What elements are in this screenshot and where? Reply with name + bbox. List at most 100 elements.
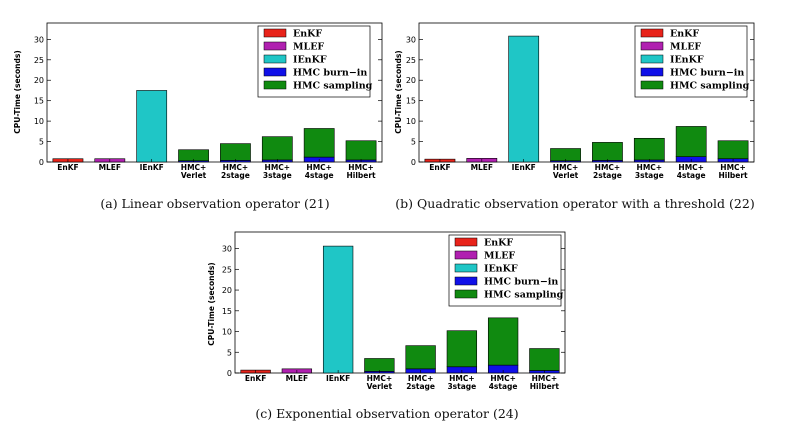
x-tick-label: HMC+ 4stage [677,163,706,180]
legend-swatch [454,250,478,260]
x-tick-label: HMC+ 3stage [263,163,292,180]
y-tick-label: 10 [34,117,44,126]
x-tick-label: EnKF [57,163,78,172]
panel-caption: (c) Exponential observation operator (24… [255,406,518,421]
bar-hmc-sampling-hmc2stage [592,142,623,161]
bar-hmc-sampling-hmc3stage [261,136,293,161]
x-tick-label: HMC+ Hilbert [530,374,560,391]
bar-hmc-sampling-hmchilbert [529,348,560,371]
x-tick-label-line: IEnKF [512,163,536,172]
y-tick-label: 10 [406,117,416,126]
x-tick-label: MLEF [286,374,309,383]
bar-ienkf-ienkf [136,90,168,163]
legend-label: EnKF [484,238,513,249]
x-tick-label-line: HMC+ [490,374,516,383]
x-tick-label-line: HMC+ [181,163,207,172]
legend-label: IEnKF [670,55,704,66]
x-tick-label-line: IEnKF [140,163,164,172]
y-tick-label: 5 [39,138,44,147]
x-tick-label-line: Verlet [181,171,207,180]
legend-label: HMC sampling [670,81,750,92]
x-tick-label: HMC+ Verlet [553,163,579,180]
x-tick-label-line: HMC+ [348,163,374,172]
panel-caption: (b) Quadratic observation operator with … [395,196,754,211]
bar-hmc-sampling-hmc2stage [220,143,251,161]
x-tick-label-line: EnKF [429,163,450,172]
bar-hmc-sampling-hmcverlet [364,358,395,372]
y-axis-label: CPU-Time (seconds) [394,50,403,133]
x-tick-label: MLEF [471,163,494,172]
y-tick-label: 30 [406,35,416,44]
panel-caption: (a) Linear observation operator (21) [100,196,329,211]
x-tick-label: HMC+ Verlet [181,163,207,180]
x-tick-label-line: 3stage [635,171,664,180]
y-axis-label: CPU-Time (seconds) [13,50,22,133]
x-tick-label-line: 2stage [221,171,250,180]
bar-hmc-sampling-hmchilbert [717,140,749,160]
y-tick-label: 20 [222,286,232,295]
x-tick-label: HMC+ 2stage [406,374,435,391]
x-tick-label-line: HMC+ [595,163,621,172]
x-tick-label-line: HMC+ [367,374,393,383]
legend-swatch [640,80,664,90]
legend-label: HMC sampling [484,290,564,301]
legend-label: MLEF [484,251,515,262]
legend-label: HMC burn−in [670,68,744,79]
bar-ienkf-ienkf [508,35,540,163]
x-tick-label-line: HMC+ [532,374,558,383]
legend-swatch [263,80,287,90]
x-tick-label: HMC+ 4stage [489,374,518,391]
legend-swatch [640,41,664,51]
legend-swatch [263,54,287,64]
x-tick-label-line: HMC+ [553,163,579,172]
x-tick-label-line: HMC+ [306,163,332,172]
y-tick-label: 25 [222,265,232,274]
x-tick-label-line: 3stage [263,171,292,180]
legend-label: HMC sampling [293,81,373,92]
chart-panel-a: 0 5 10 15 20 25 30 CPU-Time (seconds) EnKF MLEF IE… [13,22,383,211]
y-tick-label: 20 [406,76,416,85]
y-tick-label: 15 [406,97,416,106]
x-tick-label-line: 3stage [447,382,476,391]
x-tick-label-line: HMC+ [408,374,434,383]
x-tick-label: HMC+ 2stage [593,163,622,180]
x-tick-label-line: IEnKF [326,374,350,383]
legend-swatch [454,289,478,299]
y-tick-label: 10 [222,328,232,337]
x-tick-label-line: 4stage [489,382,518,391]
legend-label: EnKF [293,29,322,40]
legend-swatch [454,263,478,273]
x-tick-label: HMC+ Hilbert [346,163,376,180]
x-tick-label: IEnKF [140,163,164,172]
x-tick-label-line: Hilbert [346,171,376,180]
x-tick-label: IEnKF [512,163,536,172]
bar-ienkf-ienkf [322,245,354,374]
y-tick-label: 30 [34,35,44,44]
y-tick-label: 5 [411,138,416,147]
x-tick-label: HMC+ 3stage [635,163,664,180]
bar-hmc-sampling-hmc2stage [405,345,436,370]
x-tick-label-line: HMC+ [720,163,746,172]
y-tick-label: 25 [406,56,416,65]
y-tick-label: 25 [34,56,44,65]
x-tick-label: EnKF [245,374,266,383]
legend-label: IEnKF [293,55,327,66]
x-tick-label-line: HMC+ [265,163,291,172]
x-tick-label-line: 4stage [677,171,706,180]
x-tick-label-line: HMC+ [449,374,475,383]
legend-label: MLEF [293,42,324,53]
bar-hmc-sampling-hmchilbert [345,140,377,161]
bar-hmc-sampling-hmc4stage [675,126,707,157]
x-tick-label: HMC+ Verlet [367,374,393,391]
legend-label: HMC burn−in [484,277,558,288]
x-tick-label-line: Hilbert [718,171,748,180]
x-tick-label-line: 4stage [305,171,334,180]
bar-hmc-sampling-hmc4stage [303,128,335,158]
x-tick-label-line: Verlet [553,171,579,180]
legend-swatch [640,67,664,77]
legend-label: HMC burn−in [293,68,367,79]
bar-hmc-sampling-hmcverlet [550,148,581,162]
legend-label: IEnKF [484,264,518,275]
x-tick-label: HMC+ Hilbert [718,163,748,180]
